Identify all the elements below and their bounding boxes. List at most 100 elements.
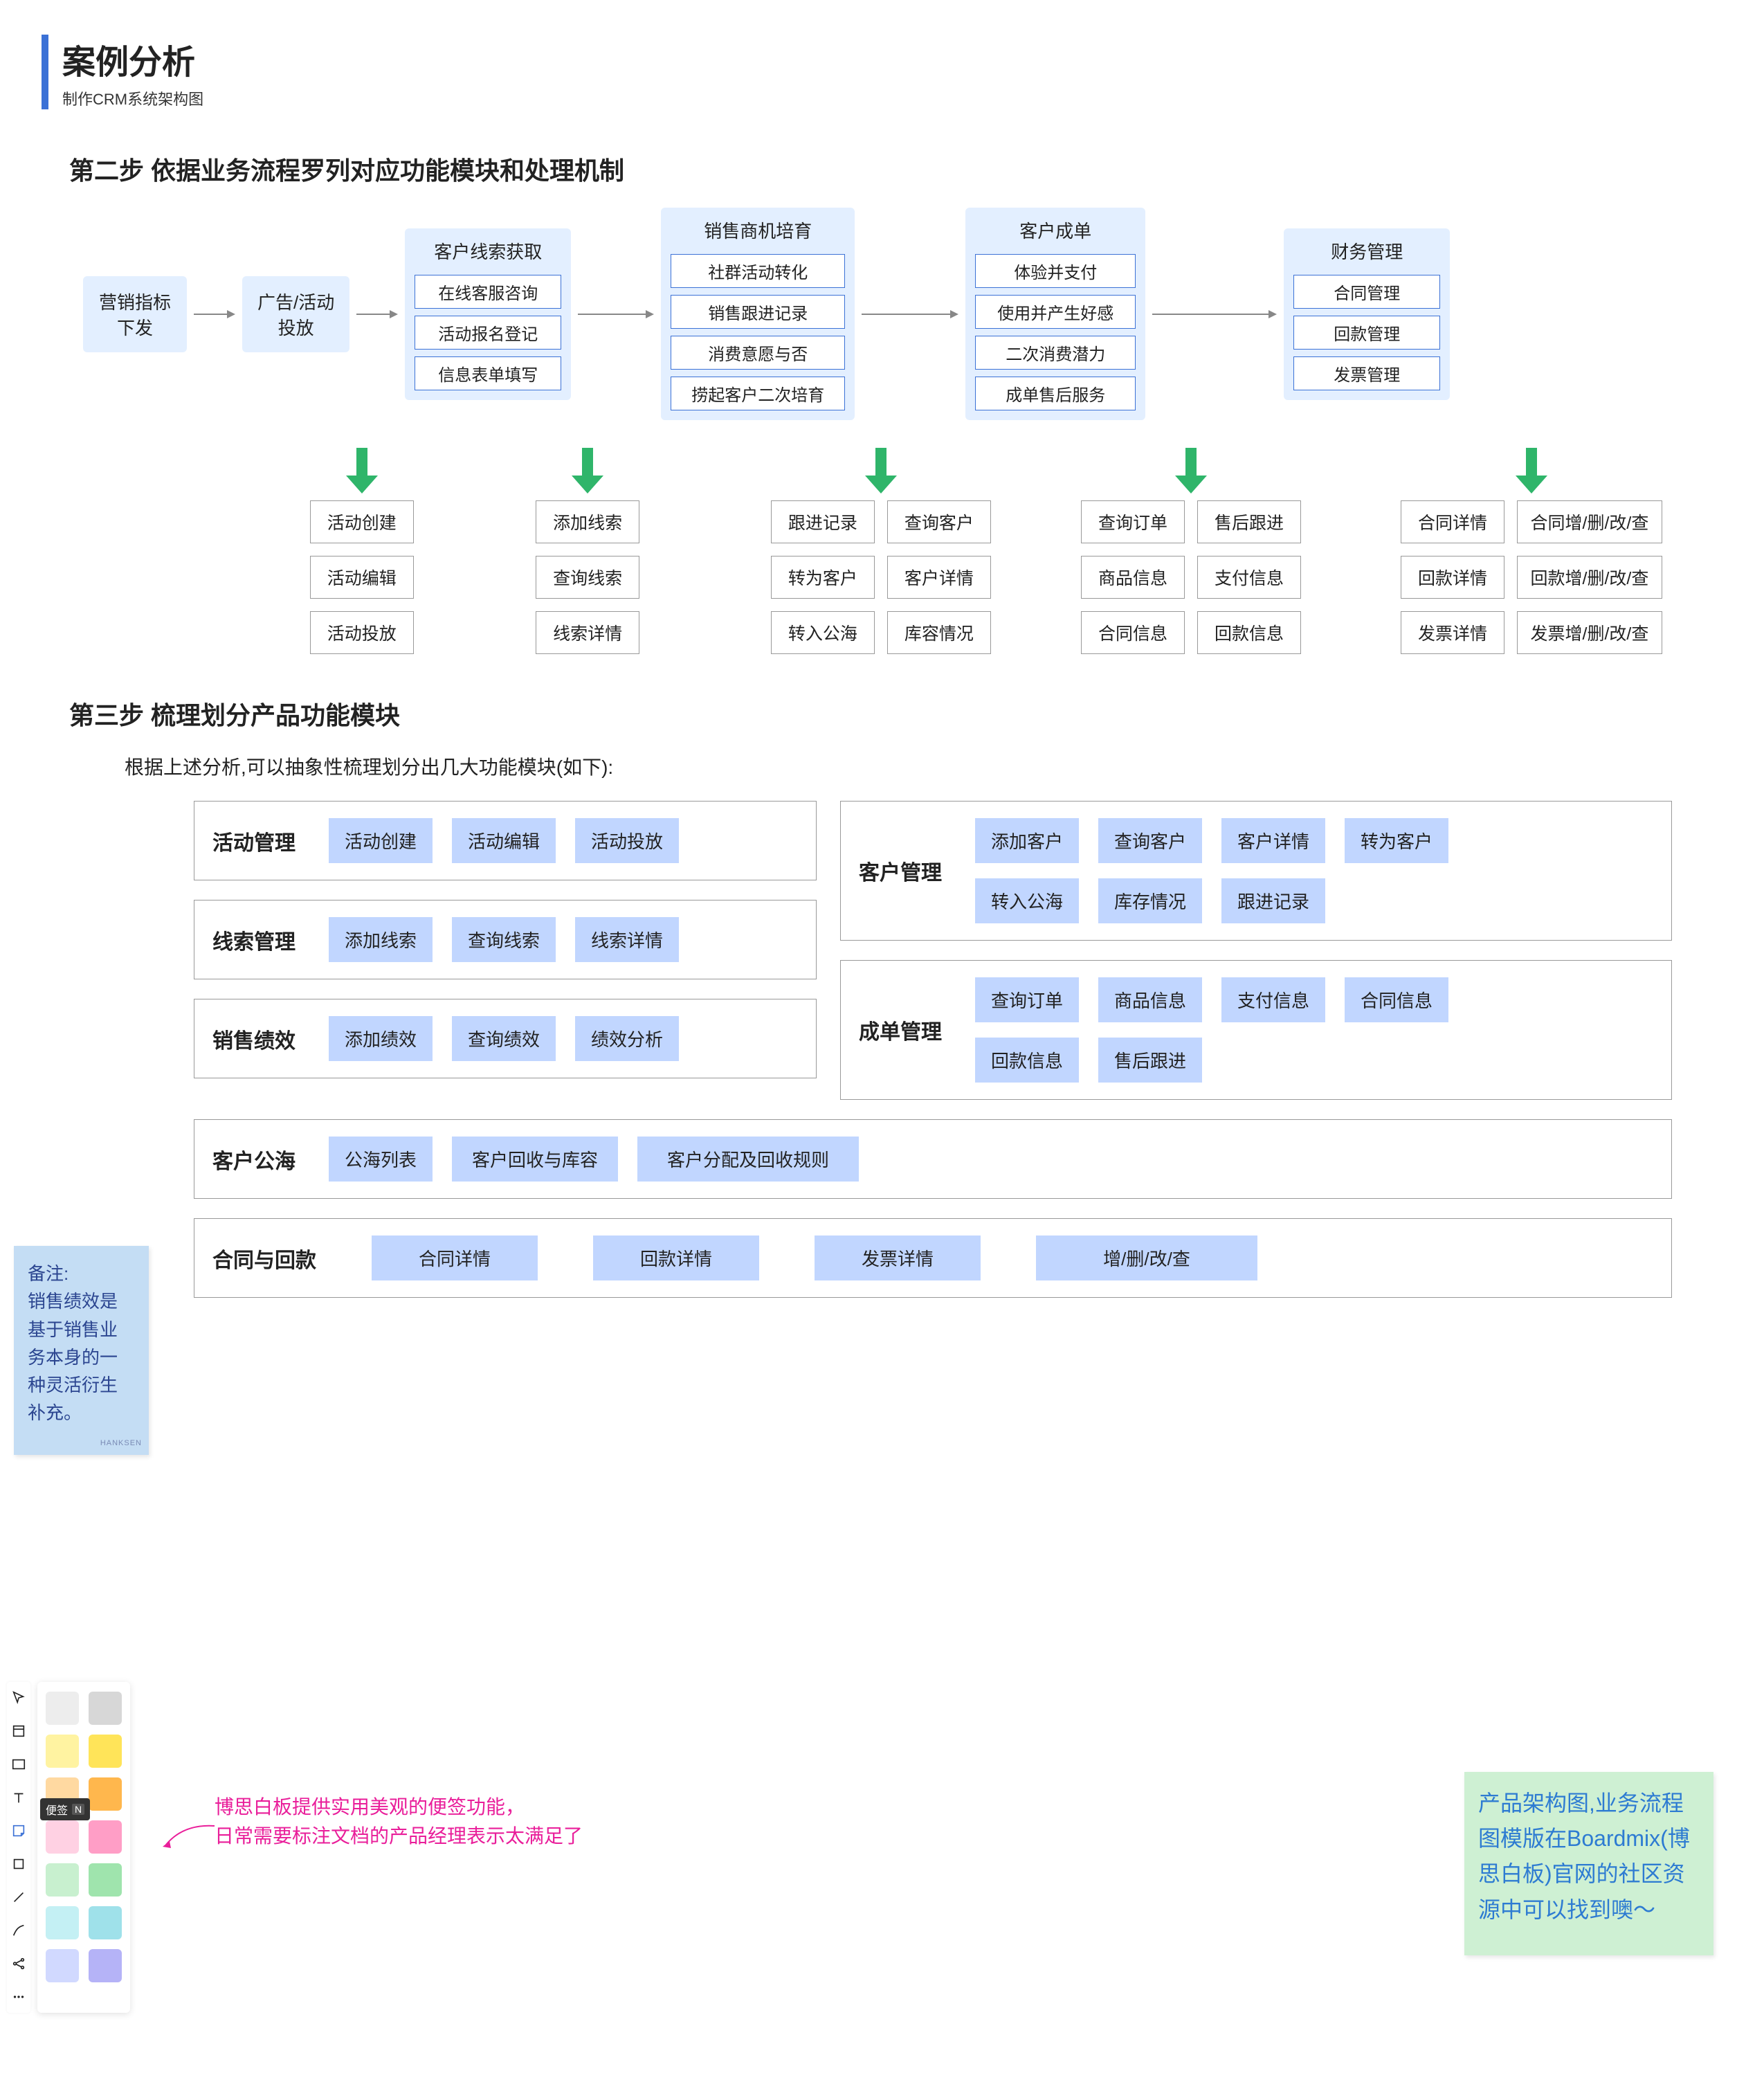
color-swatch[interactable] (46, 1863, 79, 1897)
callout-arrow-icon (163, 1820, 218, 1848)
shape-icon[interactable] (10, 1855, 28, 1873)
module-chip: 查询绩效 (452, 1016, 556, 1061)
sticky-note-green[interactable]: 产品架构图,业务流程图模版在Boardmix(博思白板)官网的社区资源中可以找到… (1464, 1772, 1713, 1955)
page-subtitle: 制作CRM系统架构图 (62, 87, 1713, 109)
page-header: 案例分析 制作CRM系统架构图 (42, 35, 1713, 109)
modules-right: 客户管理 添加客户 查询客户 客户详情 转为客户 转入公海 库存情况 跟进记录 … (840, 801, 1672, 1100)
pen-icon[interactable] (10, 1921, 28, 1939)
panel-4-title: 财务管理 (1293, 238, 1440, 264)
arrow-icon (1152, 314, 1277, 315)
color-swatch[interactable] (89, 1735, 122, 1768)
func-box: 售后跟进 (1197, 500, 1301, 543)
down-arrow-icon (572, 448, 603, 494)
panel-1-title: 客户线索获取 (415, 238, 561, 264)
panel-item: 捞起客户二次培育 (671, 377, 845, 410)
panel-2-title: 销售商机培育 (671, 217, 845, 243)
color-swatch[interactable] (46, 1906, 79, 1939)
step3-intro: 根据上述分析,可以抽象性梳理划分出几大功能模块(如下): (125, 752, 1713, 780)
func-box: 库容情况 (887, 611, 991, 654)
color-swatch[interactable] (89, 1692, 122, 1725)
module-name: 客户公海 (212, 1144, 309, 1175)
flow-node-2: 广告/活动 投放 (242, 276, 349, 352)
tool-column: 便签 N (7, 1682, 30, 2013)
share-icon[interactable] (10, 1955, 28, 1973)
color-swatch[interactable] (46, 1820, 79, 1854)
func-box: 活动编辑 (310, 556, 414, 599)
module-chip: 绩效分析 (575, 1016, 679, 1061)
func-box: 活动创建 (310, 500, 414, 543)
callout-line2: 日常需要标注文档的产品经理表示太满足了 (215, 1822, 583, 1851)
green-arrow-row (42, 448, 1713, 494)
frame-icon[interactable] (10, 1722, 28, 1740)
module-chip: 发票详情 (815, 1235, 981, 1280)
color-swatch[interactable] (46, 1735, 79, 1768)
panel-item: 社群活动转化 (671, 254, 845, 288)
arrow-icon (356, 314, 398, 315)
module-card: 线索管理 添加线索 查询线索 线索详情 (194, 900, 817, 979)
swatch-row (46, 1735, 122, 1768)
panel-item: 信息表单填写 (415, 356, 561, 390)
container-icon[interactable] (10, 1755, 28, 1773)
arrow-icon (862, 314, 958, 315)
modules-left: 活动管理 活动创建 活动编辑 活动投放 线索管理 添加线索 查询线索 线索详情 … (194, 801, 817, 1100)
func-box: 查询订单 (1081, 500, 1185, 543)
sticky-note-blue[interactable]: 备注: 销售绩效是基于销售业务本身的一种灵活衍生补充。 HANKSEN (14, 1246, 149, 1455)
more-icon[interactable] (10, 1988, 28, 2006)
module-chip: 库存情况 (1098, 878, 1202, 923)
module-chip: 添加客户 (975, 818, 1079, 863)
flow-panel-3: 客户成单 体验并支付 使用并产生好感 二次消费潜力 成单售后服务 (965, 208, 1145, 420)
module-name: 活动管理 (212, 826, 309, 856)
func-box: 转为客户 (771, 556, 875, 599)
module-chip: 查询线索 (452, 917, 556, 962)
callout-text: 博思白板提供实用美观的便签功能， 日常需要标注文档的产品经理表示太满足了 (215, 1793, 583, 1851)
color-swatch[interactable] (89, 1777, 122, 1811)
module-chip: 添加线索 (329, 917, 433, 962)
swatch-row (46, 1906, 122, 1939)
panel-item: 发票管理 (1293, 356, 1440, 390)
func-box: 线索详情 (536, 611, 639, 654)
panel-item: 销售跟进记录 (671, 295, 845, 329)
text-icon[interactable] (10, 1789, 28, 1807)
arrow-icon (578, 314, 654, 315)
color-swatch[interactable] (89, 1949, 122, 1982)
func-box: 商品信息 (1081, 556, 1185, 599)
page-title: 案例分析 (62, 35, 1713, 83)
callout-line1: 博思白板提供实用美观的便签功能， (215, 1793, 583, 1822)
func-box: 支付信息 (1197, 556, 1301, 599)
flow-node-1: 营销指标 下发 (83, 276, 187, 352)
down-arrow-icon (346, 448, 378, 494)
color-swatch[interactable] (89, 1863, 122, 1897)
modules-full: 客户公海 公海列表 客户回收与库容 客户分配及回收规则 合同与回款 合同详情 回… (194, 1119, 1672, 1298)
panel-3-title: 客户成单 (975, 217, 1136, 243)
flow-panel-4: 财务管理 合同管理 回款管理 发票管理 (1284, 228, 1450, 400)
panel-item: 在线客服咨询 (415, 275, 561, 309)
line-icon[interactable] (10, 1888, 28, 1906)
module-card: 合同与回款 合同详情 回款详情 发票详情 增/删/改/查 (194, 1218, 1672, 1298)
panel-item: 回款管理 (1293, 316, 1440, 350)
panel-item: 活动报名登记 (415, 316, 561, 350)
func-box: 查询线索 (536, 556, 639, 599)
sticky-icon[interactable] (10, 1822, 28, 1840)
module-chip: 合同信息 (1345, 977, 1448, 1022)
color-swatch[interactable] (46, 1949, 79, 1982)
func-box: 回款增/删/改/查 (1517, 556, 1662, 599)
module-chip: 支付信息 (1221, 977, 1325, 1022)
tooltip-key: N (72, 1804, 84, 1815)
module-chip: 活动编辑 (452, 818, 556, 863)
func-box: 跟进记录 (771, 500, 875, 543)
color-swatch[interactable] (46, 1692, 79, 1725)
module-chip: 活动创建 (329, 818, 433, 863)
color-swatch[interactable] (89, 1906, 122, 1939)
module-name: 成单管理 (859, 1015, 956, 1045)
module-card: 销售绩效 添加绩效 查询绩效 绩效分析 (194, 999, 817, 1078)
module-chip: 活动投放 (575, 818, 679, 863)
cursor-icon[interactable] (10, 1689, 28, 1707)
sticky-body: 销售绩效是基于销售业务本身的一种灵活衍生补充。 (28, 1287, 135, 1427)
module-chip: 增/删/改/查 (1036, 1235, 1257, 1280)
down-arrow-icon (1175, 448, 1207, 494)
panel-item: 使用并产生好感 (975, 295, 1136, 329)
color-swatch[interactable] (89, 1820, 122, 1854)
flow-panel-2: 销售商机培育 社群活动转化 销售跟进记录 消费意愿与否 捞起客户二次培育 (661, 208, 855, 420)
func-box: 发票增/删/改/查 (1517, 611, 1662, 654)
sticky-body: 产品架构图,业务流程图模版在Boardmix(博思白板)官网的社区资源中可以找到… (1478, 1786, 1700, 1928)
